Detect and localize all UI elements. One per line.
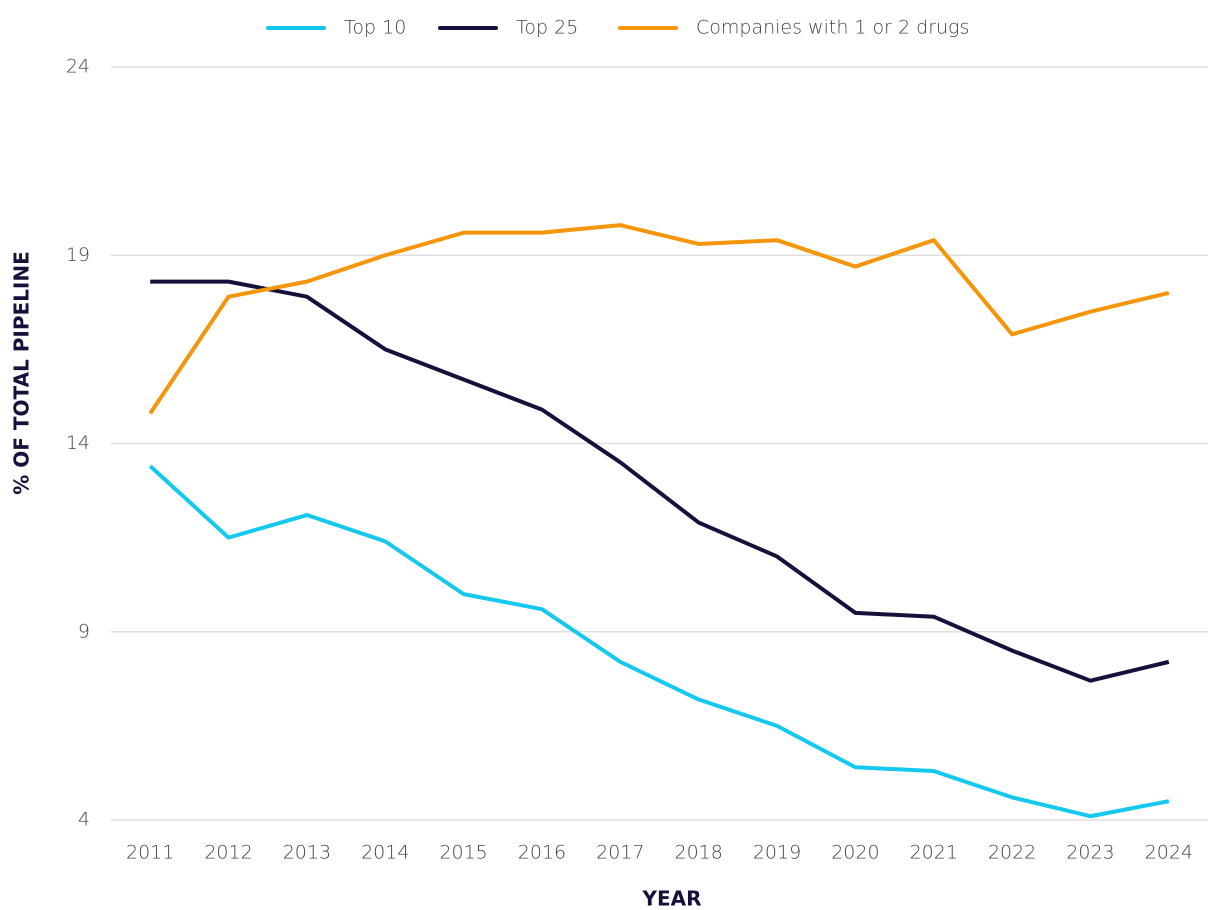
x-tick-label: 2021 bbox=[910, 842, 958, 864]
legend-label: Companies with 1 or 2 drugs bbox=[696, 17, 969, 39]
y-tick-label: 24 bbox=[66, 56, 90, 78]
y-tick-label: 14 bbox=[66, 432, 90, 454]
line bbox=[150, 279, 1170, 683]
x-tick-label: 2012 bbox=[204, 842, 252, 864]
x-tick-label: 2018 bbox=[674, 842, 722, 864]
x-axis-label: YEAR bbox=[641, 887, 701, 910]
x-tick-label: 2011 bbox=[126, 842, 174, 864]
y-tick-label: 9 bbox=[78, 620, 90, 642]
x-tick-label: 2015 bbox=[439, 842, 487, 864]
x-tick-label: 2022 bbox=[988, 842, 1036, 864]
line bbox=[148, 223, 1170, 415]
y-tick-label: 4 bbox=[78, 809, 90, 831]
x-tick-label: 2019 bbox=[753, 842, 801, 864]
legend-label: Top 25 bbox=[516, 17, 578, 39]
x-tick-label: 2013 bbox=[283, 842, 331, 864]
x-tick-label: 2020 bbox=[831, 842, 879, 864]
x-tick-label: 2016 bbox=[518, 842, 566, 864]
line bbox=[148, 464, 1170, 819]
y-axis-label: % OF TOTAL PIPELINE bbox=[10, 251, 34, 495]
x-tick-label: 2023 bbox=[1066, 842, 1114, 864]
x-tick-label: 2024 bbox=[1145, 842, 1193, 864]
x-tick-label: 2017 bbox=[596, 842, 644, 864]
y-tick-label: 19 bbox=[66, 244, 90, 266]
legend-label: Top 10 bbox=[344, 17, 406, 39]
x-tick-label: 2014 bbox=[361, 842, 409, 864]
